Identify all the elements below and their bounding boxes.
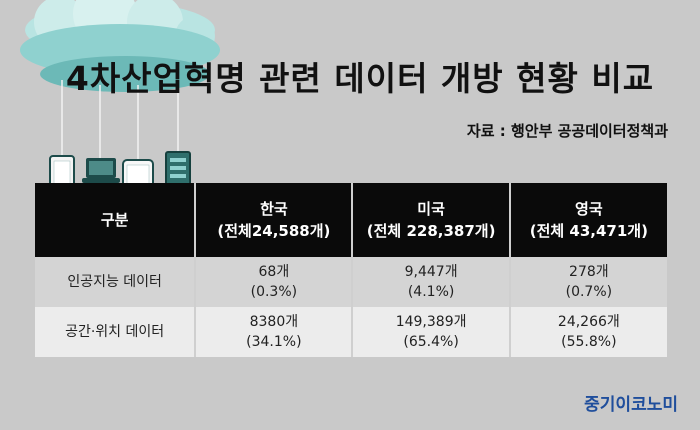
cell-count: 278개 (569, 264, 609, 280)
cell-percent: (0.7%) (565, 284, 613, 300)
header-category: 구분 (35, 183, 196, 257)
brand-logo: 중기이코노미 (584, 395, 678, 415)
header-korea-total: (전체24,588개) (217, 222, 331, 240)
header-usa: 미국 (전체 228,387개) (351, 183, 510, 257)
header-uk: 영국 (전체 43,471개) (508, 183, 667, 257)
header-category-label: 구분 (100, 211, 129, 229)
table-cell: 278개 (0.7%) (508, 257, 667, 307)
cell-count: 9,447개 (404, 264, 458, 280)
table-cell: 68개 (0.3%) (194, 257, 353, 307)
header-korea-country: 한국 (260, 200, 288, 218)
cell-percent: (0.3%) (250, 284, 298, 300)
table-row: 인공지능 데이터 68개 (0.3%) 9,447개 (4.1%) 278개 (… (35, 257, 667, 307)
table-cell: 8380개 (34.1%) (194, 307, 353, 357)
table-header-row: 구분 한국 (전체24,588개) 미국 (전체 228,387개) 영국 (전… (35, 183, 667, 257)
page-title: 4차산업혁명 관련 데이터 개방 현황 비교 (65, 59, 655, 98)
cell-count: 24,266개 (557, 314, 620, 330)
cell-count: 149,389개 (395, 314, 467, 330)
row-label: 인공지능 데이터 (35, 257, 196, 307)
source-note: 자료 : 행안부 공공데이터정책과 (466, 122, 668, 140)
row-label: 공간·위치 데이터 (35, 307, 196, 357)
laptop-icon (82, 158, 120, 183)
header-uk-total: (전체 43,471개) (529, 222, 648, 240)
cell-percent: (65.4%) (403, 334, 459, 350)
cloud-icon (20, 0, 220, 92)
table-cell: 149,389개 (65.4%) (351, 307, 510, 357)
cell-percent: (34.1%) (246, 334, 302, 350)
table-row: 공간·위치 데이터 8380개 (34.1%) 149,389개 (65.4%)… (35, 307, 667, 357)
cell-count: 68개 (258, 264, 290, 280)
cell-count: 8380개 (249, 314, 299, 330)
cloud-devices-illustration (20, 0, 220, 201)
table-cell: 9,447개 (4.1%) (351, 257, 510, 307)
header-usa-total: (전체 228,387개) (366, 222, 496, 240)
cell-percent: (55.8%) (561, 334, 617, 350)
comparison-table: 구분 한국 (전체24,588개) 미국 (전체 228,387개) 영국 (전… (35, 183, 667, 357)
header-korea: 한국 (전체24,588개) (194, 183, 353, 257)
cell-percent: (4.1%) (407, 284, 455, 300)
header-uk-country: 영국 (575, 200, 603, 218)
table-cell: 24,266개 (55.8%) (508, 307, 667, 357)
header-usa-country: 미국 (417, 200, 445, 218)
